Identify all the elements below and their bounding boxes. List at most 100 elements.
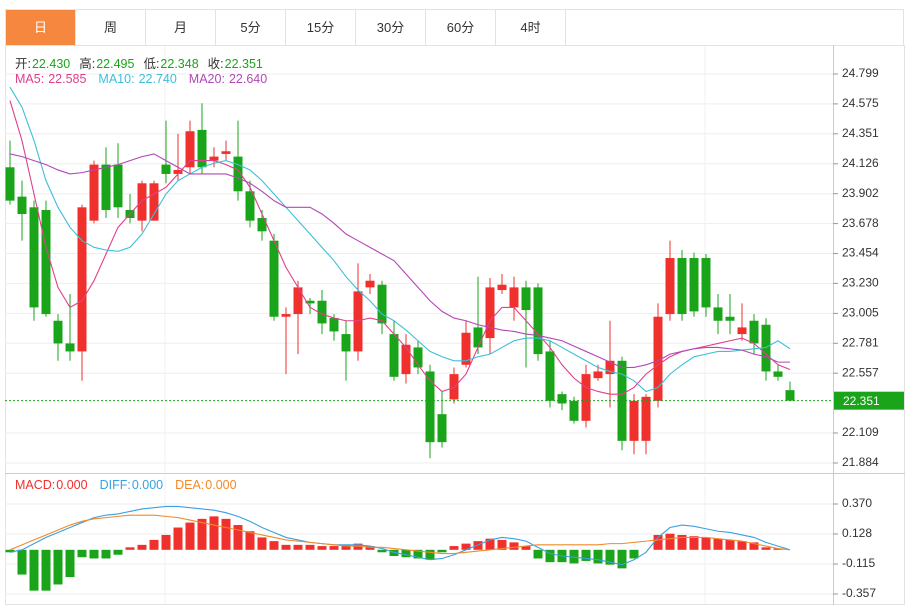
macd-bar [305,544,315,550]
macd-bar [209,516,219,550]
ohlc-label: 收: [207,57,224,71]
candle-body [701,258,711,308]
candle-body [425,371,435,443]
candle-body [569,400,579,421]
macd-bar [5,549,15,553]
macd-bar [521,546,531,550]
y-tick-label: 22.781 [842,335,879,349]
candle-body [149,183,159,221]
legend-value: 22.640 [228,72,268,86]
candle-body [197,129,207,168]
period-tab[interactable]: 60分 [426,10,496,45]
indicator-line [9,86,791,393]
candle-body [713,307,723,321]
candle-body [5,167,15,201]
candle-body [485,287,495,339]
candle-body [533,287,543,355]
period-tab[interactable]: 4时 [496,10,566,45]
macd-bar [689,536,699,550]
candle-body [509,287,519,308]
macd-bar [137,544,147,550]
ohlc-value: 22.495 [96,57,135,71]
candle-body [557,394,567,404]
macd-bar [221,518,231,550]
ohlc-value: 22.430 [31,57,71,71]
period-tab[interactable]: 30分 [356,10,426,45]
legend-value: 0.000 [56,478,88,492]
macd-legend: MACD:0.000 DIFF:0.000 DEA:0.000 [15,478,249,492]
macd-bar [65,549,75,578]
candle-body [761,324,771,372]
macd-bar [365,546,375,550]
y-tick-label: 0.128 [842,526,872,540]
macd-bar [113,549,123,555]
y-tick-label: 24.351 [842,126,879,140]
macd-bar [101,549,111,559]
candle-body [365,280,375,288]
macd-bar [449,546,459,550]
period-tab[interactable]: 5分 [216,10,286,45]
candle-body [665,258,675,315]
macd-bar [257,537,267,550]
y-tick-label: 22.109 [842,425,879,439]
candle-body [113,164,123,208]
period-tab[interactable]: 15分 [286,10,356,45]
macd-bar [197,518,207,550]
y-tick-label: -0.357 [842,586,876,600]
candle-body [689,258,699,312]
legend-name: DEA: [175,478,205,492]
candle-body [401,344,411,375]
candle-body [437,414,447,443]
last-price-box [834,391,904,410]
candle-body [353,291,363,352]
candle-body [173,169,183,174]
candle-body [653,316,663,401]
candle-body [749,320,759,344]
ma-legend: MA5: 22.585 MA10: 22.740 MA20: 22.640 [15,72,279,86]
macd-bar [341,544,351,550]
y-tick-label: 23.678 [842,216,879,230]
macd-bar [89,549,99,559]
macd-bar [245,531,255,550]
macd-bar [185,522,195,550]
macd-bar [437,549,447,553]
candle-body [269,240,279,317]
candle-body [65,343,75,352]
y-tick-label: 23.454 [842,246,879,260]
candle-body [581,374,591,421]
candle-body [41,209,51,315]
chart-frame [5,45,905,605]
macd-bar [533,549,543,559]
last-price-label: 22.351 [843,394,880,408]
candle-body [785,390,795,401]
period-tab[interactable]: 月 [146,10,216,45]
macd-bar [569,549,579,564]
macd-bar [161,534,171,550]
macd-bar [233,525,243,550]
candle-body [737,327,747,335]
macd-bar [653,534,663,550]
candle-body [245,191,255,221]
candle-body [293,287,303,315]
y-tick-label: 0.370 [842,496,872,510]
legend-value: 0.000 [131,478,164,492]
candle-body [257,217,267,232]
period-tab[interactable]: 周 [76,10,146,45]
macd-bar [509,542,519,550]
macd-bar [125,547,135,550]
candle-body [101,164,111,210]
macd-bar [17,549,27,575]
macd-bar [389,549,399,556]
macd-bar [413,549,423,559]
y-tick-label: 24.575 [842,96,879,110]
macd-bar [269,541,279,550]
macd-bar [749,542,759,550]
macd-bar [293,544,303,550]
macd-bar [401,549,411,558]
candle-body [329,318,339,332]
period-tab[interactable]: 日 [6,10,76,45]
candle-body [233,156,243,192]
macd-bar [317,546,327,550]
legend-name: MA5: [15,72,45,86]
macd-bar [173,527,183,550]
